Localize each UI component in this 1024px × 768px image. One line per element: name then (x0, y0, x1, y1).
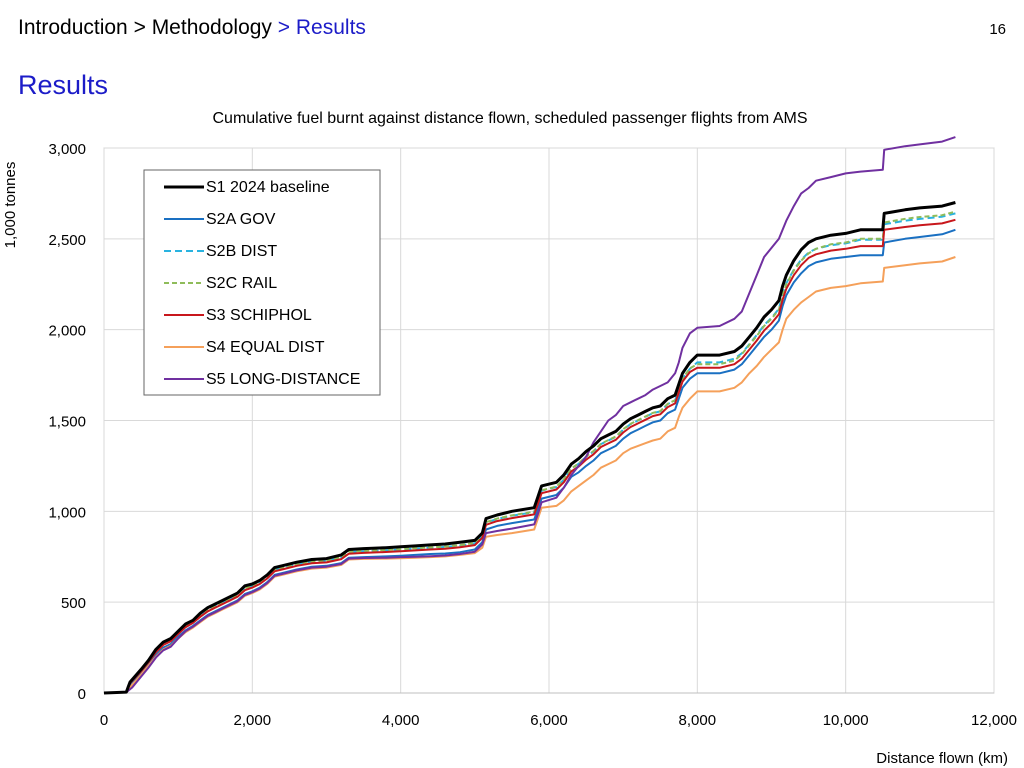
y-tick-label: 0 (78, 686, 86, 703)
gridlines (103, 147, 995, 694)
series-line-3 (103, 212, 956, 694)
x-tick-label: 2,000 (234, 712, 272, 729)
x-tick-label: 10,000 (823, 712, 869, 729)
legend-label: S2B DIST (206, 243, 277, 260)
series-line-5 (103, 218, 956, 694)
x-tick-label: 8,000 (679, 712, 717, 729)
legend-label: S1 2024 baseline (206, 179, 330, 196)
x-tick-label: 0 (100, 712, 108, 729)
breadcrumb-results[interactable]: Results (295, 16, 366, 39)
legend-label: S3 SCHIPHOL (206, 307, 312, 324)
chart-title: Cumulative fuel burnt against distance f… (213, 110, 808, 127)
x-axis-label: Distance flown (km) (876, 750, 1008, 767)
x-tick-label: 12,000 (971, 712, 1017, 729)
legend-label: S5 LONG-DISTANCE (206, 371, 360, 388)
y-tick-label: 2,000 (48, 323, 86, 340)
tick-labels: 0 500 1,000 1,500 2,000 2,500 3,000 0 2,000 4,000… (48, 141, 1016, 729)
series-line-7 (103, 136, 956, 694)
breadcrumb: Introduction > Methodology > Results (18, 16, 366, 40)
y-tick-label: 2,500 (48, 232, 86, 249)
breadcrumb-methodology[interactable]: Methodology (151, 16, 272, 39)
y-axis-label: 1,000 tonnes (2, 162, 19, 249)
y-tick-label: 500 (61, 595, 86, 612)
section-title: Results (18, 70, 109, 100)
legend-label: S4 EQUAL DIST (206, 339, 325, 356)
x-tick-label: 6,000 (530, 712, 568, 729)
breadcrumb-separator: > (127, 16, 152, 39)
legend-label: S2A GOV (206, 211, 276, 228)
y-tick-label: 3,000 (48, 141, 86, 158)
series-lines (103, 136, 956, 695)
legend: S1 2024 baseline S2A GOV S2B DIST S2C RAIL S… (143, 169, 381, 396)
breadcrumb-introduction[interactable]: Introduction (18, 16, 128, 39)
breadcrumb-separator: > (271, 16, 296, 39)
series-line-1 (103, 201, 956, 695)
series-line-4 (103, 210, 956, 694)
legend-label: S2C RAIL (206, 275, 277, 292)
x-tick-label: 4,000 (382, 712, 420, 729)
page-number: 16 (989, 21, 1006, 38)
y-tick-label: 1,000 (48, 504, 86, 521)
y-tick-label: 1,500 (48, 414, 86, 431)
